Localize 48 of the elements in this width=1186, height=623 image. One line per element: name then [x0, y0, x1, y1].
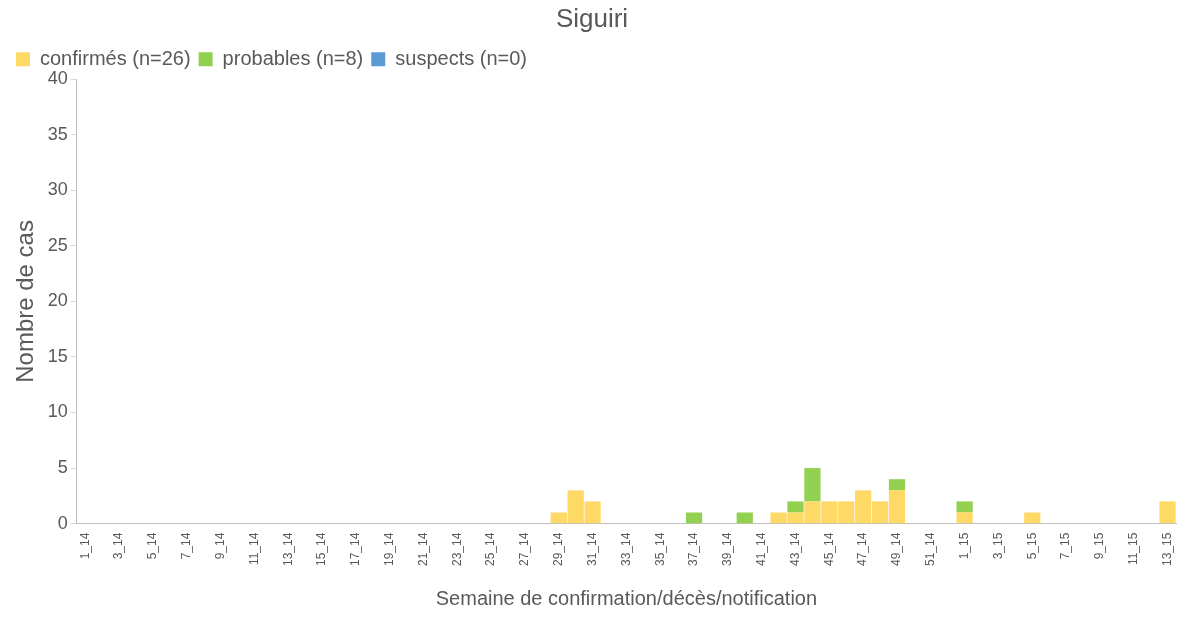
x-tick-label: 19_14	[381, 532, 396, 567]
x-tick-label: 7_14	[179, 532, 194, 560]
y-tick-label: 15	[47, 345, 68, 366]
x-tick-label: 11_14	[246, 532, 261, 566]
x-tick-label: 17_14	[348, 532, 363, 567]
x-tick-label: 9_15	[1092, 532, 1107, 560]
x-tick-label: 5_14	[145, 532, 160, 560]
x-tick-label: 51_14	[923, 532, 938, 567]
x-tick-label: 47_14	[855, 532, 870, 567]
x-tick-label: 49_14	[889, 532, 904, 567]
x-tick-label: 15_14	[314, 532, 329, 567]
legend-label: confirmés (n=26)	[40, 46, 191, 69]
x-tick-label: 39_14	[720, 532, 735, 567]
x-tick-label: 13_14	[280, 532, 295, 567]
x-tick-label: 23_14	[449, 532, 464, 567]
y-axis-title: Nombre de cas	[11, 220, 39, 383]
x-tick-label: 29_14	[551, 532, 566, 567]
x-tick-label: 45_14	[821, 532, 836, 567]
x-tick-label: 11_15	[1126, 532, 1141, 566]
x-axis-title: Semaine de confirmation/décès/notification	[435, 586, 818, 609]
y-tick-label: 25	[47, 234, 68, 255]
x-tick-label: 43_14	[787, 532, 802, 567]
chart-title: Siguiri	[555, 2, 629, 33]
x-tick-label: 25_14	[483, 532, 498, 567]
x-tick-label: 33_14	[618, 532, 633, 567]
y-tick-label: 30	[47, 179, 68, 200]
x-tick-label: 7_15	[1058, 532, 1073, 560]
y-tick-label: 5	[57, 457, 68, 478]
x-tick-label: 27_14	[517, 532, 532, 567]
x-tick-label: 21_14	[415, 532, 430, 567]
x-tick-label: 9_14	[212, 532, 227, 560]
y-tick-label: 20	[47, 290, 68, 311]
legend-label: probables (n=8)	[222, 46, 364, 69]
x-tick-label: 37_14	[686, 532, 701, 567]
y-tick-label: 40	[47, 68, 68, 89]
y-tick-label: 10	[47, 401, 68, 422]
x-tick-label: 31_14	[584, 532, 599, 567]
x-tick-label: 1_14	[77, 532, 92, 560]
x-tick-label: 3_14	[111, 532, 126, 560]
x-tick-label: 5_15	[1024, 532, 1039, 560]
legend-label: suspects (n=0)	[395, 46, 527, 69]
x-tick-label: 35_14	[652, 532, 667, 567]
x-tick-label: 3_15	[990, 532, 1005, 560]
y-tick-label: 35	[47, 123, 68, 144]
x-tick-label: 1_15	[956, 532, 971, 560]
x-tick-label: 41_14	[754, 532, 769, 567]
y-tick-label: 0	[57, 512, 68, 533]
x-tick-label: 13_15	[1159, 532, 1174, 567]
